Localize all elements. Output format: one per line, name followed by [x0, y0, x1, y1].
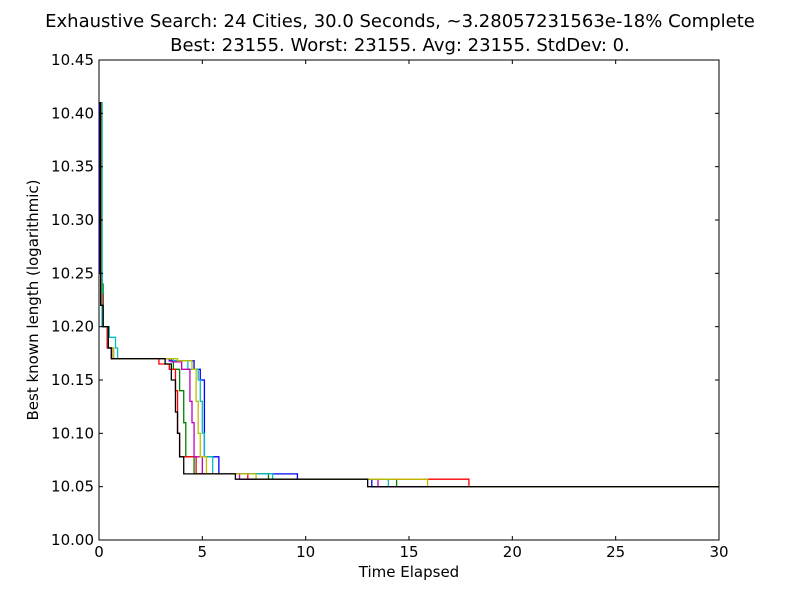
series-line-2 [99, 102, 719, 488]
x-tick-label: 15 [399, 543, 418, 561]
x-tick-label: 10 [296, 543, 315, 561]
y-tick-label: 10.25 [51, 264, 94, 282]
series-line-3 [99, 102, 719, 488]
y-tick-label: 10.05 [51, 478, 94, 496]
tick-layer: 0 5 10 15 20 25 30 10.00 10.05 10.10 10.15 10.20 10.… [51, 51, 729, 561]
series-line-6 [99, 102, 719, 488]
y-tick-label: 10.35 [51, 158, 94, 176]
y-tick-label: 10.00 [51, 531, 94, 549]
y-tick-label: 10.30 [51, 211, 94, 229]
series-line-4 [99, 102, 719, 488]
x-axis-label: Time Elapsed [358, 563, 459, 581]
y-tick-label: 10.15 [51, 371, 94, 389]
series-layer [99, 102, 719, 488]
x-tick-label: 30 [709, 543, 728, 561]
series-line-1 [99, 102, 719, 488]
x-tick-label: 5 [198, 543, 208, 561]
y-tick-label: 10.10 [51, 424, 94, 442]
chart-title: Exhaustive Search: 24 Cities, 30.0 Secon… [45, 11, 755, 32]
y-axis-label: Best known length (logarithmic) [24, 180, 42, 421]
x-tick-label: 20 [503, 543, 522, 561]
x-tick-label: 25 [606, 543, 625, 561]
y-tick-label: 10.40 [51, 104, 94, 122]
series-line-5 [99, 102, 719, 488]
y-tick-label: 10.20 [51, 318, 94, 336]
chart-subtitle: Best: 23155. Worst: 23155. Avg: 23155. S… [170, 35, 630, 56]
series-line-0 [99, 102, 719, 488]
x-tick-label: 0 [94, 543, 104, 561]
plot-frame [98, 59, 720, 541]
y-tick-label: 10.45 [51, 51, 94, 69]
